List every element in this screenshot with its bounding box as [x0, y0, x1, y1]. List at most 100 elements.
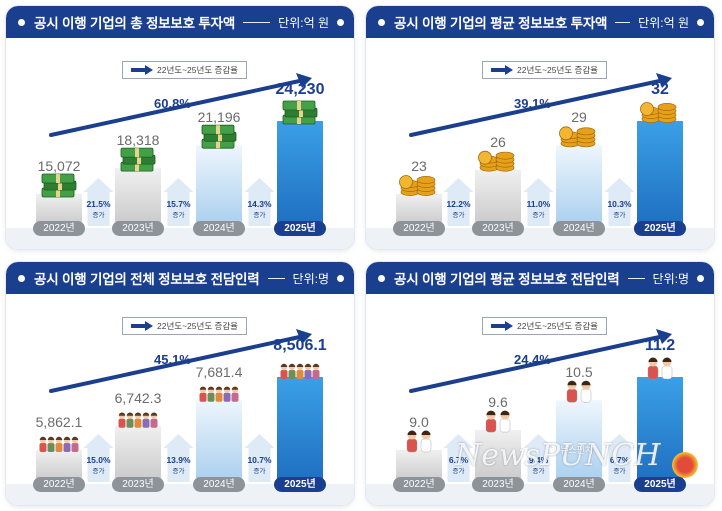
panel-total-personnel: 공시 이행 기업의 전체 정보보호 전담인력 단위:명 22년도~25년도 증감…	[6, 262, 354, 505]
coin-stack-icon	[399, 175, 436, 196]
growth-arrow-icon	[83, 434, 114, 482]
legend-box: 22년도~25년도 증감율	[482, 61, 607, 79]
chart-svg	[6, 329, 354, 505]
x-tick-label: 2022년	[33, 221, 85, 236]
chart-bar	[196, 145, 242, 226]
person-hair	[421, 430, 431, 435]
x-tick-label: 2025년	[634, 477, 686, 492]
chart-bar	[36, 194, 82, 226]
coin-stack-icon	[478, 150, 515, 172]
growth-arrow-icon	[163, 178, 194, 226]
x-tick-label: 2024년	[193, 221, 245, 236]
person-body	[126, 418, 134, 428]
chart-bar	[637, 121, 683, 226]
growth-arrow-icon	[244, 178, 275, 226]
watermark-sun-icon	[672, 452, 698, 478]
legend-arrow-icon	[491, 65, 513, 75]
people-pair-icon	[485, 410, 511, 433]
panel-header: 공시 이행 기업의 평균 정보보호 전담인력 단위:명	[366, 262, 714, 294]
bullet-dot-icon	[697, 274, 704, 282]
people-group-icon	[199, 386, 239, 402]
coin	[657, 103, 677, 111]
money-band	[216, 125, 220, 135]
chart-bar	[36, 450, 82, 482]
person-hair	[47, 436, 55, 440]
yoy-growth-word: 증가	[452, 468, 465, 475]
coin-front	[640, 102, 654, 116]
people-pair-icon	[566, 380, 592, 403]
person-body	[566, 389, 578, 403]
overall-growth-label: 60.8%	[154, 96, 191, 111]
data-label: 23	[411, 158, 427, 174]
bullet-dot-icon	[697, 18, 704, 26]
trend-arrow-head-icon	[656, 329, 672, 344]
person-hair	[662, 357, 672, 362]
bullet-dot-icon	[378, 18, 385, 26]
person-body	[304, 370, 312, 379]
unit-label: 단위:명	[652, 271, 689, 286]
person-body	[142, 418, 150, 428]
person-hair	[199, 386, 207, 390]
person-hair	[39, 436, 47, 440]
yoy-growth-label: 9.4%	[528, 455, 549, 465]
panel-header: 공시 이행 기업의 총 정보보호 투자액 단위:억 원	[6, 6, 354, 38]
x-tick-label: 2022년	[393, 477, 445, 492]
chart-area: 22년도~25년도 증감율 39.1% 23 26 29 32 12.2% 증가 11.0% 증가…	[366, 38, 714, 249]
overall-growth-label: 24.4%	[514, 352, 551, 367]
data-label: 18,318	[116, 132, 160, 149]
unit-label: 단위:억 원	[278, 15, 329, 30]
person-hair	[296, 363, 304, 367]
header-divider	[627, 277, 645, 279]
person-hair	[223, 386, 231, 390]
yoy-growth-word: 증가	[92, 468, 105, 475]
panel-header: 공시 이행 기업의 전체 정보보호 전담인력 단위:명	[6, 262, 354, 294]
person-body	[39, 443, 47, 452]
legend-arrow-icon	[131, 321, 153, 331]
chart-bar	[475, 169, 521, 226]
x-tick-label: 2023년	[472, 221, 524, 236]
panel-title: 공시 이행 기업의 평균 정보보호 전담인력	[394, 272, 620, 287]
yoy-growth-word: 증가	[613, 212, 626, 219]
yoy-growth-label: 12.2%	[446, 199, 471, 209]
person-body	[420, 438, 432, 453]
money-band	[137, 155, 141, 165]
money-band	[135, 162, 139, 172]
person-hair	[486, 410, 496, 416]
legend-label: 22년도~25년도 증감율	[517, 65, 598, 75]
yoy-growth-word: 증가	[452, 212, 465, 219]
person-hair	[118, 412, 126, 416]
chart-area: 22년도~25년도 증감율 60.8% 15,072 18,318 21,196 24,2…	[6, 38, 354, 249]
header-divider	[615, 21, 631, 23]
data-label: 5,862.1	[35, 414, 83, 430]
watermark-sub-logo: 뉴스펀치	[560, 445, 594, 455]
header-divider	[243, 21, 271, 23]
data-label: 7,681.4	[195, 363, 243, 380]
coin-front	[399, 175, 413, 189]
yoy-growth-word: 증가	[532, 468, 545, 475]
money-stack-icon	[201, 124, 237, 149]
growth-arrow-icon	[443, 434, 474, 482]
person-hair	[407, 430, 417, 435]
person-body	[580, 389, 592, 403]
yoy-growth-label: 10.3%	[607, 199, 632, 209]
person-body	[223, 392, 231, 402]
person-body	[661, 365, 673, 380]
overall-growth-label: 45.1%	[154, 352, 191, 367]
people-group-icon	[118, 412, 158, 428]
panel-header: 공시 이행 기업의 평균 정보보호 투자액 단위:억 원	[366, 6, 714, 38]
coin-stack-icon	[559, 126, 596, 148]
person-body	[485, 418, 497, 433]
unit-label: 단위:명	[292, 271, 329, 286]
trend-arrow-line	[49, 78, 306, 137]
chart-bar	[556, 145, 602, 226]
money-band	[135, 148, 139, 158]
x-tick-label: 2022년	[33, 477, 85, 492]
chart-bar	[115, 425, 161, 482]
growth-arrow-icon	[604, 434, 635, 482]
x-tick-label: 2025년	[274, 221, 326, 236]
growth-arrow-icon	[523, 434, 554, 482]
x-tick-label: 2024년	[553, 477, 605, 492]
person-body	[71, 443, 79, 452]
person-body	[199, 392, 207, 402]
person-body	[207, 392, 215, 402]
